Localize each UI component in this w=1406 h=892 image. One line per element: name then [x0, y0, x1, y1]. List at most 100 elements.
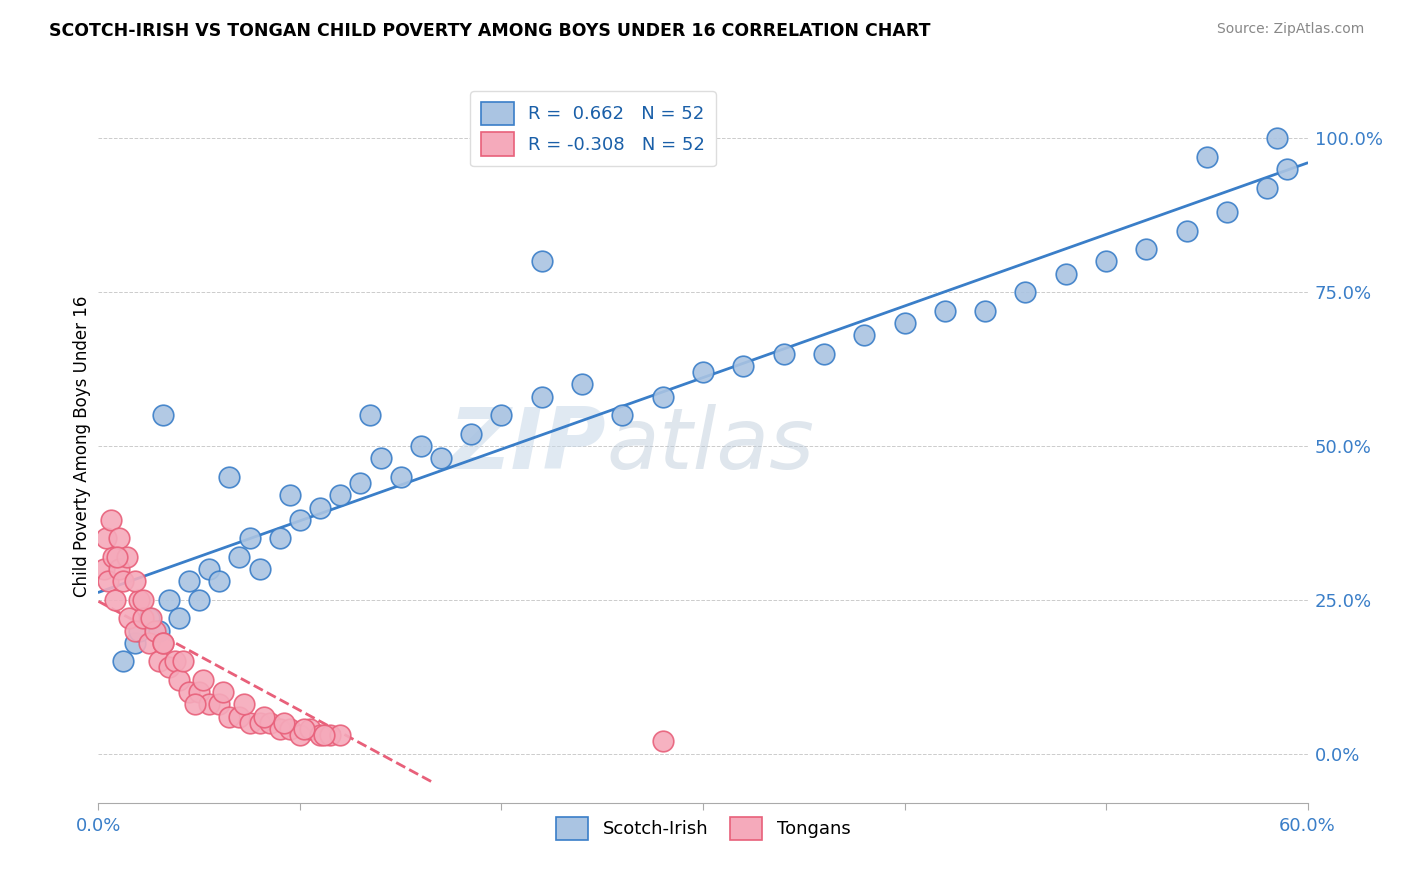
- Point: [107, 531, 129, 545]
- Point: [278, 488, 301, 502]
- Point: [208, 574, 231, 589]
- Point: [157, 592, 180, 607]
- Point: [138, 611, 160, 625]
- Point: [309, 728, 332, 742]
- Point: [193, 673, 215, 687]
- Text: ZIP: ZIP: [449, 404, 606, 488]
- Point: [772, 347, 794, 361]
- Point: [460, 426, 482, 441]
- Point: [103, 592, 125, 607]
- Point: [288, 513, 311, 527]
- Point: [292, 722, 315, 736]
- Point: [651, 734, 673, 748]
- Point: [111, 574, 134, 589]
- Text: atlas: atlas: [606, 404, 814, 488]
- Point: [1095, 254, 1118, 268]
- Point: [370, 451, 392, 466]
- Point: [309, 500, 332, 515]
- Point: [430, 451, 453, 466]
- Point: [218, 469, 240, 483]
- Point: [198, 698, 221, 712]
- Point: [1014, 285, 1036, 300]
- Point: [152, 636, 174, 650]
- Point: [118, 611, 141, 625]
- Point: [152, 636, 174, 650]
- Point: [530, 390, 553, 404]
- Point: [148, 654, 170, 668]
- Point: [128, 592, 150, 607]
- Point: [212, 685, 235, 699]
- Point: [314, 728, 336, 742]
- Point: [96, 531, 118, 545]
- Point: [184, 698, 207, 712]
- Point: [132, 592, 155, 607]
- Point: [124, 636, 146, 650]
- Point: [97, 574, 120, 589]
- Point: [269, 531, 291, 545]
- Point: [1054, 267, 1077, 281]
- Point: [139, 611, 162, 625]
- Point: [167, 611, 190, 625]
- Text: SCOTCH-IRISH VS TONGAN CHILD POVERTY AMONG BOYS UNDER 16 CORRELATION CHART: SCOTCH-IRISH VS TONGAN CHILD POVERTY AMO…: [49, 22, 931, 40]
- Point: [157, 660, 180, 674]
- Point: [853, 328, 876, 343]
- Point: [692, 365, 714, 379]
- Point: [1256, 180, 1278, 194]
- Point: [101, 549, 124, 564]
- Point: [249, 562, 271, 576]
- Point: [273, 715, 295, 730]
- Point: [124, 624, 146, 638]
- Point: [1175, 224, 1198, 238]
- Point: [111, 654, 134, 668]
- Point: [733, 359, 755, 373]
- Point: [239, 715, 262, 730]
- Point: [93, 562, 115, 576]
- Point: [124, 574, 146, 589]
- Point: [228, 549, 250, 564]
- Point: [491, 409, 513, 423]
- Point: [143, 624, 166, 638]
- Point: [198, 562, 221, 576]
- Point: [179, 685, 201, 699]
- Point: [1135, 242, 1157, 256]
- Point: [278, 722, 301, 736]
- Point: [530, 254, 553, 268]
- Point: [1216, 205, 1239, 219]
- Point: [934, 303, 956, 318]
- Point: [571, 377, 593, 392]
- Text: Source: ZipAtlas.com: Source: ZipAtlas.com: [1216, 22, 1364, 37]
- Point: [228, 709, 250, 723]
- Point: [179, 574, 201, 589]
- Point: [115, 549, 138, 564]
- Point: [299, 722, 322, 736]
- Point: [107, 562, 129, 576]
- Point: [288, 728, 311, 742]
- Point: [651, 390, 673, 404]
- Point: [612, 409, 634, 423]
- Point: [893, 316, 915, 330]
- Point: [105, 549, 128, 564]
- Point: [128, 624, 150, 638]
- Point: [349, 475, 371, 490]
- Point: [259, 715, 281, 730]
- Point: [172, 654, 194, 668]
- Point: [1277, 162, 1299, 177]
- Point: [188, 685, 211, 699]
- Point: [253, 709, 276, 723]
- Point: [132, 611, 155, 625]
- Point: [167, 673, 190, 687]
- Point: [813, 347, 835, 361]
- Legend: Scotch-Irish, Tongans: Scotch-Irish, Tongans: [548, 810, 858, 847]
- Point: [152, 409, 174, 423]
- Point: [218, 709, 240, 723]
- Point: [329, 728, 352, 742]
- Point: [409, 439, 432, 453]
- Point: [138, 636, 160, 650]
- Y-axis label: Child Poverty Among Boys Under 16: Child Poverty Among Boys Under 16: [73, 295, 91, 597]
- Point: [239, 531, 262, 545]
- Point: [360, 409, 382, 423]
- Point: [148, 624, 170, 638]
- Point: [389, 469, 412, 483]
- Point: [188, 592, 211, 607]
- Point: [163, 654, 186, 668]
